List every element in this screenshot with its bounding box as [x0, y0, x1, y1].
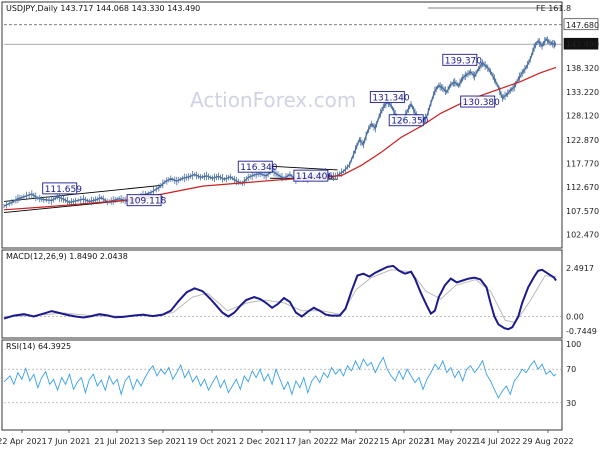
rsi-header: RSI(14) 64.3925 [6, 342, 71, 351]
macd-panel-frame [1, 249, 563, 339]
x-axis-tick-6: 17 Jan 2022 [286, 437, 334, 446]
x-axis-tick-10: 14 Jul 2022 [475, 437, 520, 446]
price-axis-tick-4: 122.870 [566, 136, 599, 145]
x-axis-tick-1: 7 Jun 2021 [47, 437, 90, 446]
watermark: ActionForex.com [190, 88, 356, 112]
macd-line [3, 264, 557, 331]
fib-label: FE 161.8 [536, 4, 571, 13]
x-axis-tick-9: 31 May 2022 [425, 437, 477, 446]
rsi-axis-tick-3: 30 [566, 399, 576, 408]
price-annotation-0: 111.659 [45, 185, 82, 195]
price-axis-tick-1: 107.570 [566, 207, 599, 216]
rsi-line [3, 356, 557, 399]
x-axis-tick-3: 3 Sep 2021 [140, 437, 186, 446]
channel-line-0 [3, 184, 163, 202]
macd-axis-tick-1: 0.00 [566, 313, 584, 322]
macd-axis-tick-2: -0.7449 [566, 327, 597, 336]
price-axis-tag-8 [563, 37, 599, 50]
x-axis-tick-7: 2 Mar 2022 [333, 437, 379, 446]
price-axis-tag-9 [563, 18, 599, 31]
macd-axis-tick-0: 2.4917 [566, 264, 594, 273]
price-axis-tick-0: 102.470 [566, 231, 599, 240]
price-axis-tick-2: 112.670 [566, 183, 599, 192]
x-axis-tick-4: 19 Oct 2021 [187, 437, 236, 446]
price-axis-tick-7: 138.320 [566, 64, 599, 73]
price-annotation-6: 139.370 [445, 56, 482, 66]
price-axis-tick-5: 128.120 [566, 112, 599, 121]
price-annotation-box-7 [460, 95, 496, 108]
macd-header: MACD(12,26,9) 1.8490 2.0438 [6, 252, 128, 261]
price-annotation-box-5 [388, 114, 424, 127]
price-axis-tick-9: 147.680 [566, 21, 599, 30]
x-axis-tick-2: 21 Jul 2021 [94, 437, 139, 446]
x-axis-tick-8: 15 Apr 2022 [379, 437, 428, 446]
price-axis-tick-3: 117.770 [566, 160, 599, 169]
price-annotation-5: 126.350 [391, 117, 428, 127]
x-axis-tick-5: 2 Dec 2021 [239, 437, 285, 446]
price-axis-tick-6: 133.220 [566, 88, 599, 97]
price-annotation-box-0 [42, 182, 78, 195]
price-annotation-box-3 [293, 169, 329, 182]
rsi-axis-tick-0: 100 [566, 340, 581, 349]
price-annotation-box-6 [442, 53, 478, 66]
price-annotation-3: 114.406 [296, 172, 333, 182]
price-annotation-4: 131.340 [372, 94, 409, 104]
price-annotation-box-4 [369, 91, 405, 104]
price-panel-frame [1, 1, 563, 249]
price-annotation-7: 130.380 [463, 98, 500, 108]
x-axis-tick-11: 29 Aug 2022 [522, 437, 573, 446]
price-annotation-2: 116.340 [240, 163, 277, 173]
channel-line-2 [270, 165, 338, 171]
rsi-axis-tick-1: 70 [566, 365, 576, 374]
price-axis-tick-8: 143.490 [566, 40, 599, 49]
price-header: USDJPY,Daily 143.717 144.068 143.330 143… [6, 4, 200, 13]
x-axis-tick-0: 22 Apr 2021 [0, 437, 47, 446]
price-annotation-box-1 [126, 194, 162, 207]
price-annotation-1: 109.118 [129, 197, 166, 207]
price-annotation-box-2 [237, 160, 273, 173]
